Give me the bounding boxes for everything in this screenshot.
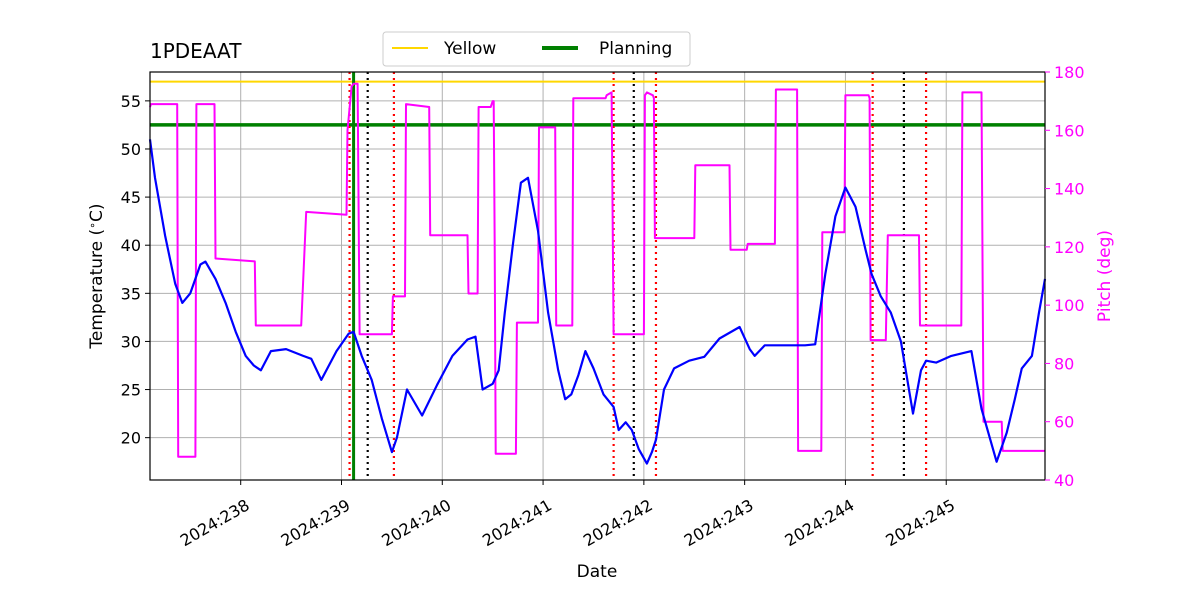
- legend-label-yellow: Yellow: [443, 39, 496, 59]
- y-left-axis-label-unit: C): [87, 203, 107, 222]
- y-right-axis-ticks: 40 60 80 100 120 140 160 180: [1045, 63, 1085, 490]
- y-left-axis-ticks: 20 25 30 35 40 45 50 55: [121, 92, 150, 448]
- y-left-tick-label: 30: [121, 332, 141, 351]
- y-right-tick-label: 100: [1054, 296, 1085, 315]
- y-right-tick-label: 80: [1054, 354, 1074, 373]
- y-right-tick-label: 160: [1054, 121, 1085, 140]
- y-left-tick-label: 20: [121, 429, 141, 448]
- y-right-tick-label: 140: [1054, 180, 1085, 199]
- y-left-tick-label: 40: [121, 236, 141, 255]
- y-left-tick-label: 45: [121, 188, 141, 207]
- y-left-tick-label: 25: [121, 381, 141, 400]
- degree-symbol: ∘: [86, 222, 99, 229]
- chart-title: 1PDEAAT: [150, 39, 242, 63]
- x-axis-label: Date: [577, 562, 618, 582]
- plot-frame: [149, 71, 1046, 481]
- y-left-tick-label: 50: [121, 140, 141, 159]
- y-right-axis-label: Pitch (deg): [1095, 230, 1115, 322]
- event-lines: [348, 72, 928, 480]
- threshold-lines: [150, 80, 1045, 127]
- series-lines: [148, 82, 1047, 465]
- y-right-tick-label: 60: [1054, 413, 1074, 432]
- y-right-tick-label: 180: [1054, 63, 1085, 82]
- y-left-axis-label-text: Temperature (: [87, 229, 107, 350]
- grid: [150, 72, 1045, 480]
- y-right-tick-label: 120: [1054, 238, 1085, 257]
- y-left-axis-label: Temperature (∘C): [86, 203, 108, 349]
- legend-label-planning: Planning: [599, 39, 672, 59]
- legend: Yellow Planning: [382, 31, 691, 67]
- legend-box: [382, 31, 691, 67]
- series-temperature: [148, 139, 1047, 465]
- y-left-tick-label: 35: [121, 284, 141, 303]
- y-right-tick-label: 40: [1054, 471, 1074, 490]
- y-left-tick-label: 55: [121, 92, 141, 111]
- series-pitch: [149, 82, 1045, 458]
